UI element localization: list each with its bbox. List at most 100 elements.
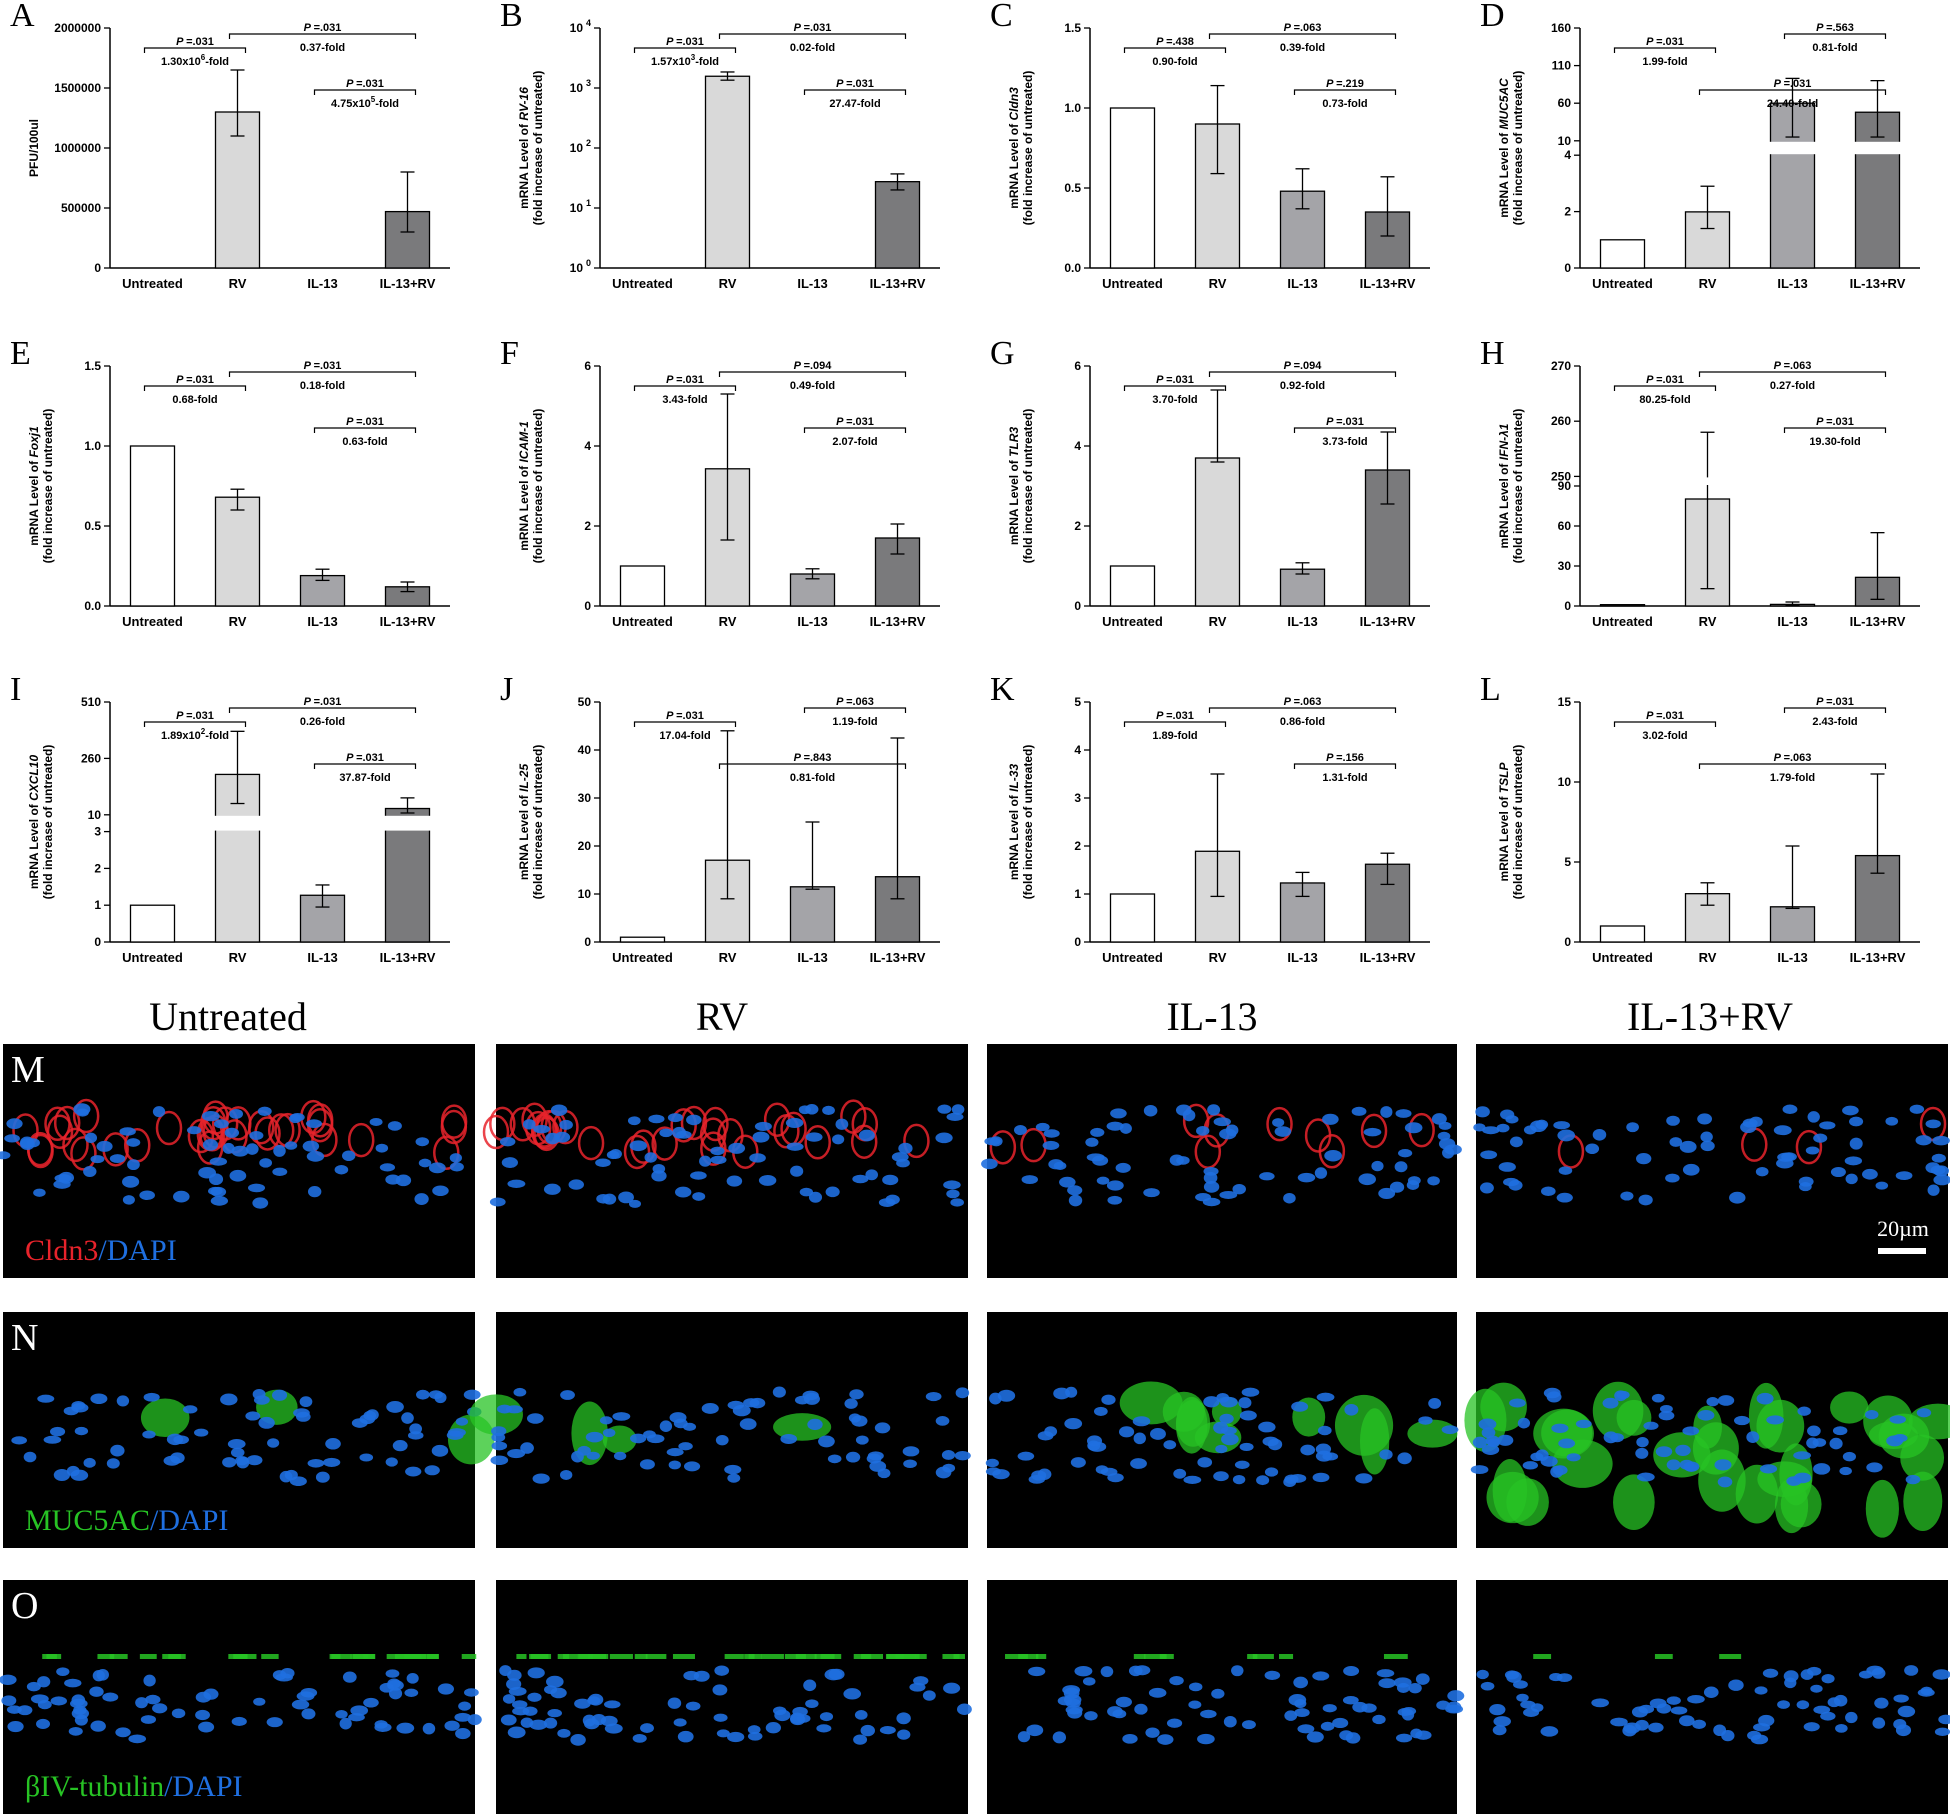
significance-bracket — [143, 721, 247, 727]
nucleus — [1670, 1706, 1688, 1715]
y-tick-label: 3 — [94, 825, 101, 839]
nucleus — [299, 1396, 313, 1408]
nucleus — [1697, 1113, 1713, 1125]
fold-value: 3.43-fold — [662, 394, 707, 406]
nucleus — [1166, 1718, 1183, 1728]
nucleus — [1829, 1437, 1843, 1450]
nucleus — [935, 1132, 953, 1144]
nucleus — [1728, 1679, 1744, 1691]
nucleus — [891, 1152, 909, 1162]
y-tick-label: 0 — [1074, 599, 1081, 613]
y-tick-label: 10 — [1558, 775, 1572, 789]
y-tick-label: 2 — [584, 519, 591, 533]
nucleus — [560, 1469, 573, 1480]
y-tick-label: 10 — [570, 201, 584, 215]
fold-value: 0.63-fold — [342, 436, 387, 448]
p-symbol: P — [304, 360, 314, 372]
nucleus — [985, 1467, 1001, 1476]
nucleus — [981, 1158, 998, 1170]
nucleus — [1871, 1667, 1886, 1679]
panel-letter: E — [10, 335, 31, 372]
nucleus — [818, 1435, 835, 1448]
fold-change-label: 3.70-fold — [1152, 394, 1197, 406]
nucleus — [1441, 1425, 1459, 1435]
p-symbol: P — [1156, 710, 1166, 722]
p-value-label: P =.031 — [1816, 416, 1854, 428]
p-value: =.031 — [1826, 696, 1854, 708]
y-tick-label: 250 — [1551, 469, 1571, 483]
nucleus — [1021, 1175, 1039, 1184]
p-value-label: P =.031 — [304, 22, 342, 34]
fold-suffix: -fold — [205, 730, 229, 742]
significance-bracket — [1698, 89, 1887, 95]
nucleus — [375, 1143, 389, 1153]
nucleus — [1258, 1421, 1276, 1433]
fold-value: 0.86-fold — [1280, 716, 1325, 728]
nucleus — [752, 1131, 770, 1143]
fold-change-label: 0.39-fold — [1280, 42, 1325, 54]
nucleus — [122, 1175, 140, 1188]
nucleus — [1272, 1118, 1285, 1127]
p-symbol: P — [836, 78, 846, 90]
nucleus — [1026, 1724, 1044, 1737]
nucleus — [229, 1169, 247, 1182]
nucleus — [170, 1452, 185, 1464]
nucleus — [235, 1455, 249, 1466]
y-axis-label: mRNA Level of MUC5AC — [1497, 78, 1511, 218]
nucleus — [743, 1398, 760, 1408]
nucleus — [464, 1688, 479, 1697]
y-tick-label: 90 — [1558, 479, 1572, 493]
significance-bracket — [1208, 371, 1397, 377]
nucleus — [1478, 1418, 1497, 1430]
bar-0 — [1599, 239, 1646, 269]
nucleus — [1638, 1194, 1653, 1206]
x-tick-label: IL-13 — [797, 276, 827, 291]
nucleus — [1849, 1116, 1864, 1127]
nucleus — [1351, 1106, 1367, 1116]
nucleus — [1101, 1394, 1116, 1405]
p-value-label: P =.843 — [794, 752, 832, 764]
nucleus — [6, 1118, 23, 1130]
nucleus — [683, 1422, 697, 1431]
y-tick-label: 0 — [584, 599, 591, 613]
nucleus — [501, 1157, 518, 1168]
nucleus — [1203, 1181, 1220, 1193]
nucleus — [1636, 1153, 1652, 1165]
marker-signal — [1252, 1654, 1274, 1659]
y-tick-label: 0 — [1564, 261, 1571, 275]
marker-signal — [1360, 1113, 1388, 1149]
micrograph-n-1: N MUC5AC/DAPI — [3, 1312, 495, 1548]
nucleus — [1428, 1397, 1442, 1409]
bar-3 — [1854, 111, 1901, 269]
y-axis-label-text: mRNA Level of — [1497, 130, 1511, 218]
marker-signal — [196, 1130, 224, 1165]
nucleus — [816, 1724, 832, 1733]
nucleus — [629, 1433, 647, 1444]
nucleus — [1065, 1386, 1078, 1398]
nucleus — [866, 1453, 882, 1464]
marker-signal — [1719, 1654, 1742, 1659]
nucleus — [1648, 1722, 1664, 1733]
p-symbol: P — [1326, 78, 1336, 90]
nucleus — [1558, 1166, 1573, 1175]
fold-value: 0.81-fold — [1812, 42, 1857, 54]
marker-signal — [700, 1131, 727, 1166]
nucleus — [1793, 1451, 1812, 1460]
y-tick-label: 110 — [1552, 59, 1572, 73]
nucleus — [315, 1471, 330, 1483]
y-tick-label: 260 — [1551, 414, 1571, 428]
y-axis-label-gene: CXCL10 — [27, 755, 41, 801]
y-tick-label: 2 — [1074, 519, 1081, 533]
nucleus — [1496, 1123, 1510, 1133]
nucleus — [1666, 1459, 1681, 1471]
panel-letter: H — [1480, 335, 1505, 372]
nucleus — [110, 1444, 125, 1457]
marker-signal — [162, 1654, 186, 1659]
nucleus — [387, 1680, 404, 1691]
x-tick-label: Untreated — [1592, 276, 1653, 291]
p-value-label: P =.063 — [1284, 696, 1322, 708]
fold-change-label: 0.63-fold — [342, 436, 387, 448]
